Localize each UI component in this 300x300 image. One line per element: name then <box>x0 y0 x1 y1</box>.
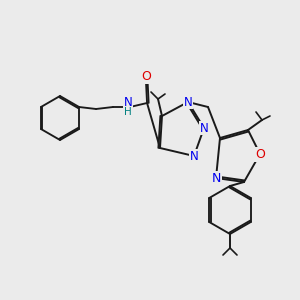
Text: O: O <box>255 148 265 160</box>
Text: N: N <box>211 172 221 184</box>
Text: N: N <box>200 122 208 134</box>
Text: O: O <box>141 70 151 83</box>
Text: N: N <box>190 149 198 163</box>
Text: N: N <box>124 97 132 110</box>
Text: N: N <box>184 95 192 109</box>
Text: H: H <box>124 107 132 118</box>
